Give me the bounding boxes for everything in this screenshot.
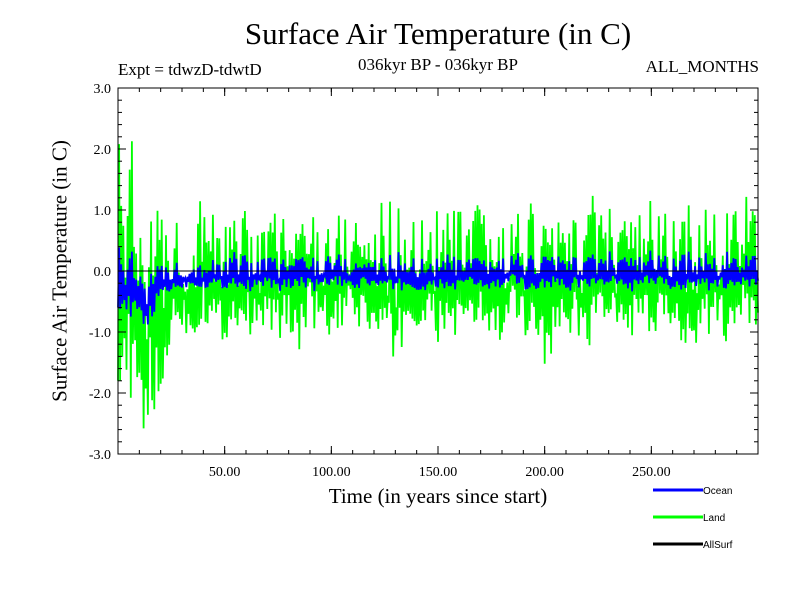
series-layer: [117, 141, 759, 429]
chart-subtitle: 036kyr BP - 036kyr BP: [358, 55, 518, 74]
x-tick-label: 50.00: [209, 465, 241, 480]
chart-title: Surface Air Temperature (in C): [244, 16, 632, 51]
y-tick-label: 2.0: [94, 143, 112, 158]
legend-land-label: Land: [703, 513, 725, 524]
experiment-label: Expt = tdwzD-tdwtD: [118, 60, 262, 79]
legend: Ocean Land AllSurf: [653, 486, 733, 551]
series-land-line: [117, 141, 759, 429]
x-axis-label: Time (in years since start): [328, 484, 548, 508]
y-tick-label: 1.0: [94, 204, 112, 219]
y-tick-label: -1.0: [89, 326, 111, 341]
y-tick-label: -3.0: [89, 448, 111, 463]
legend-ocean-label: Ocean: [703, 486, 732, 497]
series-ocean-line: [117, 247, 759, 325]
x-tick-label: 250.00: [632, 465, 671, 480]
y-tick-label: 0.0: [94, 265, 112, 280]
y-tick-label: -2.0: [89, 387, 111, 402]
y-tick-label: 3.0: [94, 82, 112, 97]
x-tick-label: 100.00: [312, 465, 351, 480]
months-label: ALL_MONTHS: [645, 57, 759, 76]
legend-allsurf-label: AllSurf: [703, 540, 733, 551]
x-tick-label: 200.00: [525, 465, 564, 480]
x-tick-label: 150.00: [419, 465, 458, 480]
axis-layer: -3.0 -2.0 -1.0 0.0 1.0 2.0 3.0 50.00 100.00 150.0…: [89, 82, 759, 480]
